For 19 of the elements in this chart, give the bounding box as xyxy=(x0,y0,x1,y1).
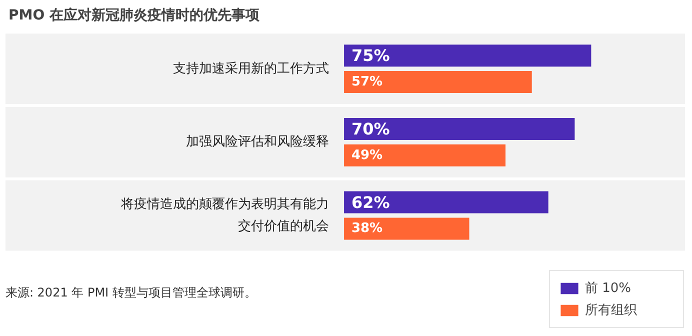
bar xyxy=(344,44,592,67)
data-label: 49% xyxy=(351,148,383,163)
text: PMO 在应对新冠肺炎疫情时的优先事项 xyxy=(8,6,260,24)
data-label: 70% xyxy=(351,119,390,138)
bar xyxy=(344,71,532,94)
bar xyxy=(344,144,506,166)
y-tick-label: 支持加速采用新的工作方式 xyxy=(173,60,330,76)
y-tick-label: 加强风险评估和风险缓释 xyxy=(186,134,330,150)
bar xyxy=(344,218,470,240)
bar xyxy=(344,191,548,214)
source-note: 来源: 2021 年 PMI 转型与项目管理全球调研。 xyxy=(5,286,256,300)
data-label: 62% xyxy=(351,192,390,212)
bar xyxy=(344,118,575,140)
y-tick-label: 将疫情造成的颠覆作为表明其有能力交付价值的机会 xyxy=(120,197,330,234)
data-label: 38% xyxy=(351,221,383,236)
legend-label: 所有组织 xyxy=(585,302,638,319)
legend-label: 前 10% xyxy=(585,280,632,297)
data-label: 75% xyxy=(351,46,390,66)
data-label: 57% xyxy=(351,74,383,90)
